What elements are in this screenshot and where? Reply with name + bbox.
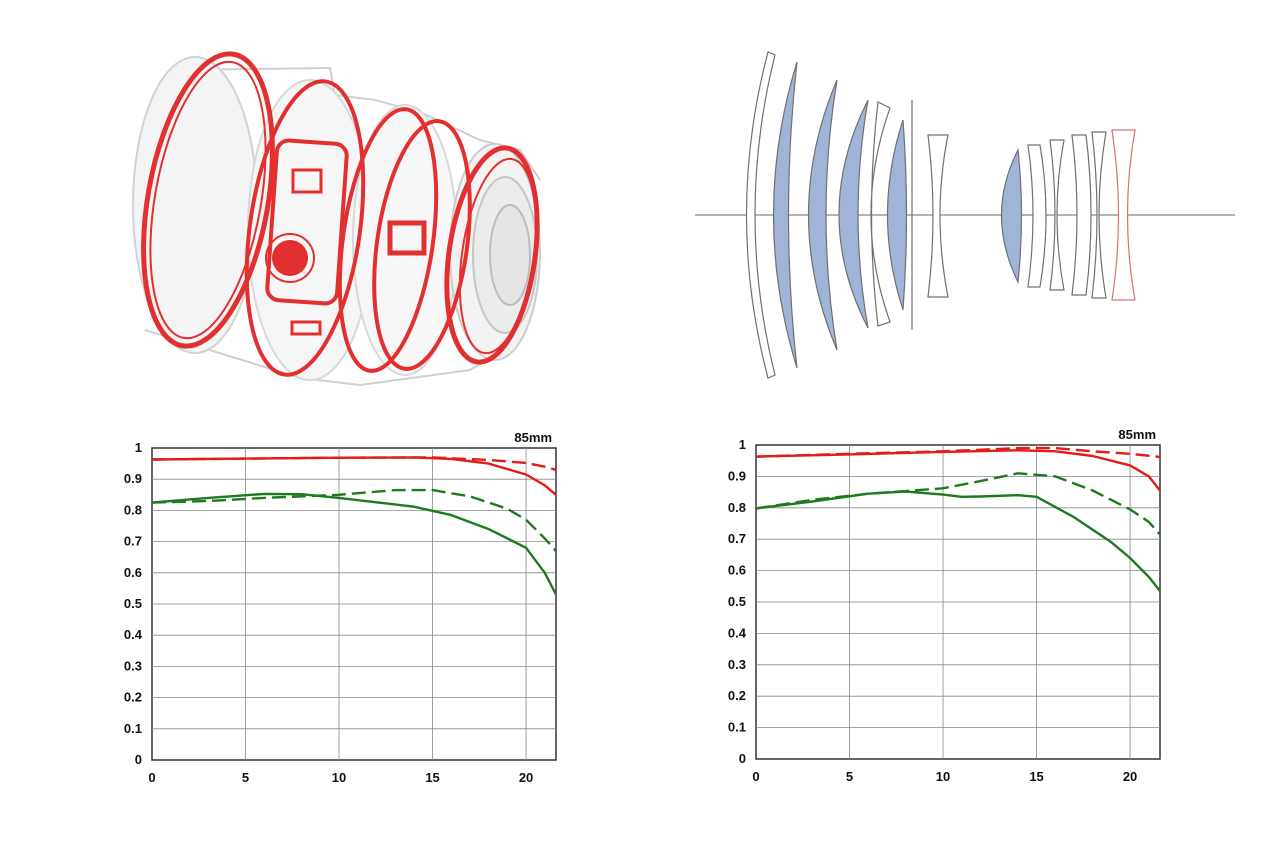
chart-2-x-tick-label: 15: [1029, 769, 1043, 784]
chart-1-x-tick-label: 10: [332, 770, 346, 785]
chart-2-y-tick-label: 0.8: [728, 500, 746, 515]
chart-1-series-4-dashed: [151, 488, 557, 552]
chart-2-y-tick-label: 0.2: [728, 688, 746, 703]
chart-1-y-tick-label: 0.7: [124, 534, 142, 549]
chart-2-y-tick-label: 1: [739, 437, 746, 452]
chart-1-series-2-dashed: [151, 456, 557, 471]
chart-2-y-tick-label: 0.4: [728, 625, 747, 640]
chart-1-y-tick-label: 0.5: [124, 596, 142, 611]
mtf-chart-left: 0 0.1 0.2 0.3 0.4 0.5 0.6 0.7 0.8 0.9 1 0 5 10 15 20 85m…: [90, 420, 580, 800]
mtf-chart-right-plot: 00.10.20.30.40.50.60.70.80.910 5 10 15 2085m…: [728, 427, 1161, 784]
chart-2-y-tick-label: 0.3: [728, 657, 746, 672]
chart-1-y-tick-label: 0: [135, 752, 142, 767]
chart-1-y-tick-label: 0.4: [124, 627, 143, 642]
chart-2-y-tick-label: 0: [739, 751, 746, 766]
chart-2-series-3-solid: [755, 490, 1161, 592]
chart-2-y-tick-label: 0.9: [728, 468, 746, 483]
optical-construction-diagram: [640, 0, 1280, 400]
lens-elements-icon: [695, 51, 1235, 379]
chart-2-x-tick-label: 20: [1123, 769, 1137, 784]
lens-barrel-seals-icon: [132, 51, 541, 387]
chart-2-y-tick-label: 0.7: [728, 531, 746, 546]
chart-1-series-1-solid: [151, 456, 557, 496]
lens-exterior-illustration: [0, 0, 640, 400]
chart-2-series-4-dashed: [755, 472, 1161, 536]
chart-1-y-tick-label: 1: [135, 440, 142, 455]
chart-2-y-tick-label: 0.1: [728, 720, 746, 735]
chart-1-series-3-solid: [151, 492, 558, 596]
chart-1-x-tick-label: 0: [148, 770, 155, 785]
mtf-chart-left-plot: 00.10.20.30.40.50.60.70.80.910 5 10 15 2085m…: [124, 430, 558, 785]
chart-1-y-tick-label: 0.3: [124, 658, 142, 673]
chart-1-y-tick-label: 0.8: [124, 502, 142, 517]
chart-1-focal-length-label: 85mm: [514, 430, 552, 445]
chart-1-x-tick-label: 5: [242, 770, 249, 785]
chart-1-y-tick-label: 0.6: [124, 565, 142, 580]
chart-1-y-tick-label: 0.2: [124, 690, 142, 705]
chart-2-focal-length-label: 85mm: [1118, 427, 1156, 442]
chart-1-x-tick-label: 20: [519, 770, 533, 785]
chart-2-y-tick-label: 0.6: [728, 563, 746, 578]
chart-2-x-tick-label: 0: [752, 769, 759, 784]
chart-1-y-tick-label: 0.9: [124, 471, 142, 486]
mtf-chart-right: 0 0.1 0.2 0.3 0.4 0.5 0.6 0.7 0.8 0.9 1 0 5 10 15 20 85m…: [700, 420, 1180, 800]
chart-1-y-tick-label: 0.1: [124, 721, 142, 736]
chart-1-x-tick-label: 15: [425, 770, 439, 785]
chart-2-y-tick-label: 0.5: [728, 594, 746, 609]
chart-2-x-tick-label: 5: [846, 769, 853, 784]
chart-2-series-2-dashed: [755, 446, 1161, 459]
chart-2-x-tick-label: 10: [936, 769, 950, 784]
